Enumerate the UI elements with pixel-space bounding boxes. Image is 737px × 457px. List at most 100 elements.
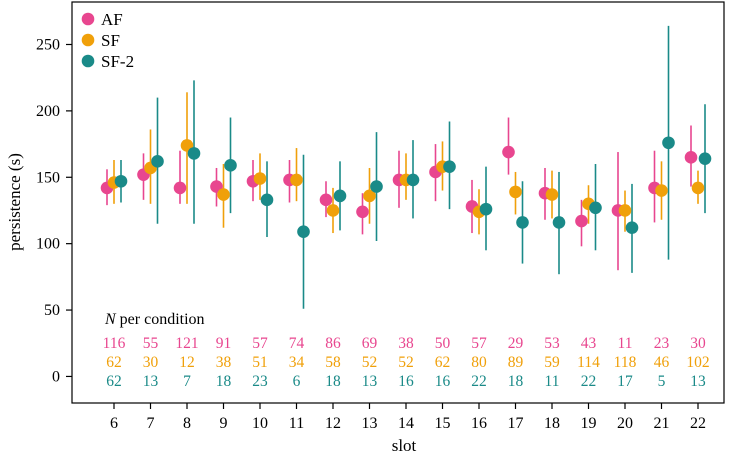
- n-count-sf-2: 22: [471, 373, 487, 390]
- n-count-sf: 52: [362, 354, 378, 371]
- point-sf-2: [662, 136, 675, 150]
- point-sf: [363, 189, 376, 203]
- x-tick-label: 22: [690, 415, 706, 432]
- n-per-condition-title: N per condition: [104, 311, 205, 328]
- n-count-sf: 38: [216, 354, 232, 371]
- n-count-af: 55: [143, 335, 159, 352]
- y-tick-label: 100: [36, 236, 60, 253]
- x-tick-label: 10: [252, 415, 268, 432]
- point-sf: [545, 188, 559, 201]
- n-title-symbol: N: [104, 311, 117, 328]
- point-sf-2: [516, 216, 529, 229]
- n-count-sf: 51: [252, 354, 268, 371]
- point-sf-2: [297, 225, 310, 239]
- x-tick-label: 20: [617, 415, 633, 432]
- n-count-af: 43: [581, 335, 597, 352]
- legend-marker: [81, 54, 95, 68]
- n-count-sf-2: 18: [508, 373, 524, 390]
- n-count-sf: 114: [577, 354, 600, 371]
- n-count-sf-2: 17: [617, 373, 633, 390]
- n-count-sf: 12: [179, 354, 195, 371]
- n-count-af: 53: [544, 335, 560, 352]
- n-count-sf-2: 18: [216, 373, 232, 390]
- legend-marker: [81, 33, 95, 47]
- y-tick-label: 50: [44, 302, 60, 319]
- y-axis-title: persistence (s): [5, 153, 24, 251]
- x-tick-label: 11: [289, 415, 304, 432]
- point-af: [356, 205, 369, 219]
- n-count-sf: 46: [654, 354, 670, 371]
- x-tick-label: 12: [325, 415, 341, 432]
- legend-marker: [81, 12, 95, 26]
- n-count-sf-2: 7: [183, 373, 191, 390]
- point-sf: [509, 185, 522, 199]
- y-tick-label: 200: [36, 103, 60, 120]
- n-count-af: 57: [471, 335, 487, 352]
- point-sf-2: [187, 147, 201, 160]
- x-axis-title: slot: [392, 436, 417, 455]
- n-count-sf: 62: [435, 354, 451, 371]
- n-count-sf: 80: [471, 354, 487, 371]
- n-count-sf: 30: [143, 354, 159, 371]
- n-title-text: per condition: [116, 311, 205, 328]
- n-count-sf: 52: [398, 354, 414, 371]
- n-count-af: 86: [325, 335, 341, 352]
- n-count-sf: 118: [614, 354, 637, 371]
- x-tick-label: 18: [544, 415, 560, 432]
- point-sf-2: [151, 155, 164, 168]
- point-af: [684, 151, 698, 164]
- x-tick-label: 7: [147, 415, 155, 432]
- point-sf-2: [589, 201, 602, 215]
- n-count-af: 121: [175, 335, 198, 352]
- x-tick-label: 8: [183, 415, 191, 432]
- point-sf-2: [443, 160, 456, 173]
- x-tick-label: 17: [508, 415, 524, 432]
- point-sf-2: [406, 173, 420, 187]
- x-tick-label: 13: [362, 415, 378, 432]
- n-count-sf-2: 13: [690, 373, 706, 390]
- point-sf-2: [479, 202, 493, 216]
- n-count-sf-2: 16: [398, 373, 414, 390]
- point-af: [575, 214, 588, 228]
- point-sf: [655, 184, 668, 197]
- point-sf: [326, 204, 340, 217]
- point-sf-2: [114, 174, 128, 188]
- x-tick-label: 16: [471, 415, 487, 432]
- n-count-af: 11: [618, 335, 633, 352]
- n-count-af: 29: [508, 335, 524, 352]
- n-count-af: 38: [398, 335, 414, 352]
- n-count-af: 30: [690, 335, 706, 352]
- point-af: [502, 145, 515, 159]
- n-count-sf-2: 13: [362, 373, 378, 390]
- n-count-af: 74: [289, 335, 305, 352]
- plot-frame: [71, 1, 725, 404]
- legend-label: SF-2: [101, 52, 134, 71]
- n-count-af: 23: [654, 335, 670, 352]
- n-count-sf-2: 11: [545, 373, 560, 390]
- x-tick-label: 6: [110, 415, 118, 432]
- x-tick-label: 14: [398, 415, 414, 432]
- point-sf-2: [260, 193, 274, 207]
- n-count-sf-2: 22: [581, 373, 597, 390]
- point-sf-2: [698, 152, 712, 165]
- n-count-af: 69: [362, 335, 378, 352]
- n-count-sf: 89: [508, 354, 524, 371]
- legend-label: SF: [101, 31, 120, 50]
- n-count-af: 57: [252, 335, 268, 352]
- x-tick-label: 21: [654, 415, 670, 432]
- n-count-sf: 59: [544, 354, 560, 371]
- point-af: [173, 181, 187, 195]
- n-count-sf: 102: [686, 354, 709, 371]
- point-sf-2: [224, 159, 237, 172]
- point-sf-2: [333, 189, 347, 203]
- n-count-sf-2: 6: [293, 373, 301, 390]
- x-tick-label: 15: [435, 415, 451, 432]
- n-count-sf-2: 13: [143, 373, 159, 390]
- n-count-af: 91: [216, 335, 232, 352]
- point-sf: [290, 173, 303, 187]
- x-tick-label: 9: [220, 415, 228, 432]
- n-count-sf-2: 5: [658, 373, 666, 390]
- n-count-sf: 62: [106, 354, 122, 371]
- point-sf-2: [552, 216, 566, 229]
- legend-label: AF: [101, 10, 123, 29]
